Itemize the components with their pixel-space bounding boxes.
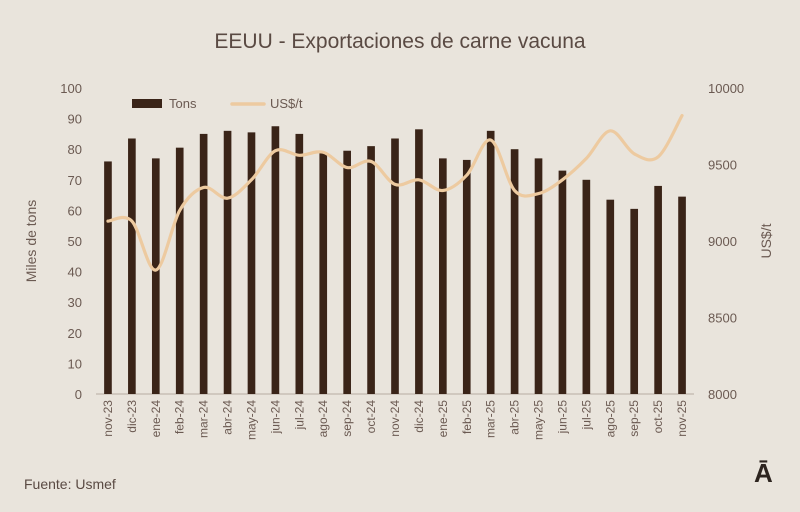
x-tick-label: ene-25 bbox=[436, 400, 450, 438]
x-tick-label: dic-23 bbox=[125, 400, 139, 433]
bar bbox=[630, 208, 639, 394]
brand-logo: Ā bbox=[754, 458, 773, 488]
bar bbox=[319, 152, 328, 394]
x-tick-label: may-25 bbox=[532, 400, 546, 440]
y2-tick-label: 9000 bbox=[708, 234, 737, 249]
y2-tick-label: 10000 bbox=[708, 81, 744, 96]
bar bbox=[534, 158, 543, 394]
x-tick-label: dic-24 bbox=[412, 400, 426, 433]
y-tick-label: 80 bbox=[68, 142, 82, 157]
x-tick-label: ago-25 bbox=[603, 400, 617, 438]
bar bbox=[510, 149, 519, 394]
x-tick-label: nov-23 bbox=[101, 400, 115, 437]
bar bbox=[391, 138, 399, 394]
y2-axis-title: US$/t bbox=[758, 223, 774, 258]
chart-title: EEUU - Exportaciones de carne vacuna bbox=[214, 30, 586, 53]
y-tick-label: 90 bbox=[68, 112, 82, 127]
y-tick-label: 50 bbox=[68, 234, 82, 249]
bar bbox=[558, 170, 567, 394]
x-tick-label: abr-25 bbox=[508, 400, 522, 435]
bar bbox=[223, 130, 232, 394]
bar bbox=[678, 196, 686, 394]
x-tick-label: jul-25 bbox=[579, 400, 593, 431]
bar bbox=[606, 199, 615, 394]
source-note: Fuente: Usmef bbox=[24, 476, 116, 492]
bar bbox=[128, 138, 136, 394]
x-tick-label: nov-24 bbox=[388, 400, 402, 437]
bar bbox=[462, 159, 471, 394]
x-tick-label: sep-25 bbox=[627, 400, 641, 437]
y-tick-label: 20 bbox=[68, 326, 82, 341]
bar bbox=[415, 129, 423, 394]
bar bbox=[175, 147, 184, 394]
bar bbox=[439, 158, 447, 394]
x-tick-label: jun-24 bbox=[268, 400, 282, 435]
x-tick-label: jul-24 bbox=[292, 400, 306, 431]
legend-label-price: US$/t bbox=[270, 96, 303, 111]
bar bbox=[199, 133, 208, 394]
bar bbox=[295, 133, 304, 394]
x-tick-label: may-24 bbox=[244, 400, 258, 440]
bar bbox=[582, 179, 591, 394]
x-tick-label: feb-24 bbox=[173, 400, 187, 434]
y-axis-title: Miles de tons bbox=[23, 200, 39, 282]
legend-swatch-tons bbox=[132, 99, 162, 108]
x-tick-label: ago-24 bbox=[316, 400, 330, 438]
y-tick-label: 70 bbox=[68, 173, 82, 188]
bar bbox=[104, 161, 112, 394]
y-tick-label: 60 bbox=[68, 203, 82, 218]
bar bbox=[654, 185, 662, 394]
y2-tick-label: 8000 bbox=[708, 387, 737, 402]
x-tick-label: sep-24 bbox=[340, 400, 354, 437]
x-tick-label: ene-24 bbox=[149, 400, 163, 438]
y-tick-label: 30 bbox=[68, 295, 82, 310]
bar bbox=[486, 130, 495, 394]
y-tick-label: 100 bbox=[60, 81, 82, 96]
bar bbox=[271, 126, 280, 394]
x-tick-label: oct-25 bbox=[651, 400, 665, 434]
y-tick-label: 10 bbox=[68, 356, 82, 371]
bar bbox=[343, 150, 351, 394]
y2-tick-label: 9500 bbox=[708, 158, 737, 173]
x-tick-label: mar-24 bbox=[197, 400, 211, 438]
x-tick-label: jun-25 bbox=[555, 400, 569, 435]
bar bbox=[247, 132, 256, 394]
x-tick-label: nov-25 bbox=[675, 400, 689, 437]
bar bbox=[151, 158, 160, 394]
y2-tick-label: 8500 bbox=[708, 311, 737, 326]
y-tick-label: 40 bbox=[68, 265, 82, 280]
x-tick-label: feb-25 bbox=[460, 400, 474, 434]
y-tick-label: 0 bbox=[75, 387, 82, 402]
legend-label-tons: Tons bbox=[169, 96, 197, 111]
x-tick-label: mar-25 bbox=[484, 400, 498, 438]
bar bbox=[367, 146, 375, 394]
x-tick-label: oct-24 bbox=[364, 400, 378, 434]
x-tick-label: abr-24 bbox=[221, 400, 235, 435]
